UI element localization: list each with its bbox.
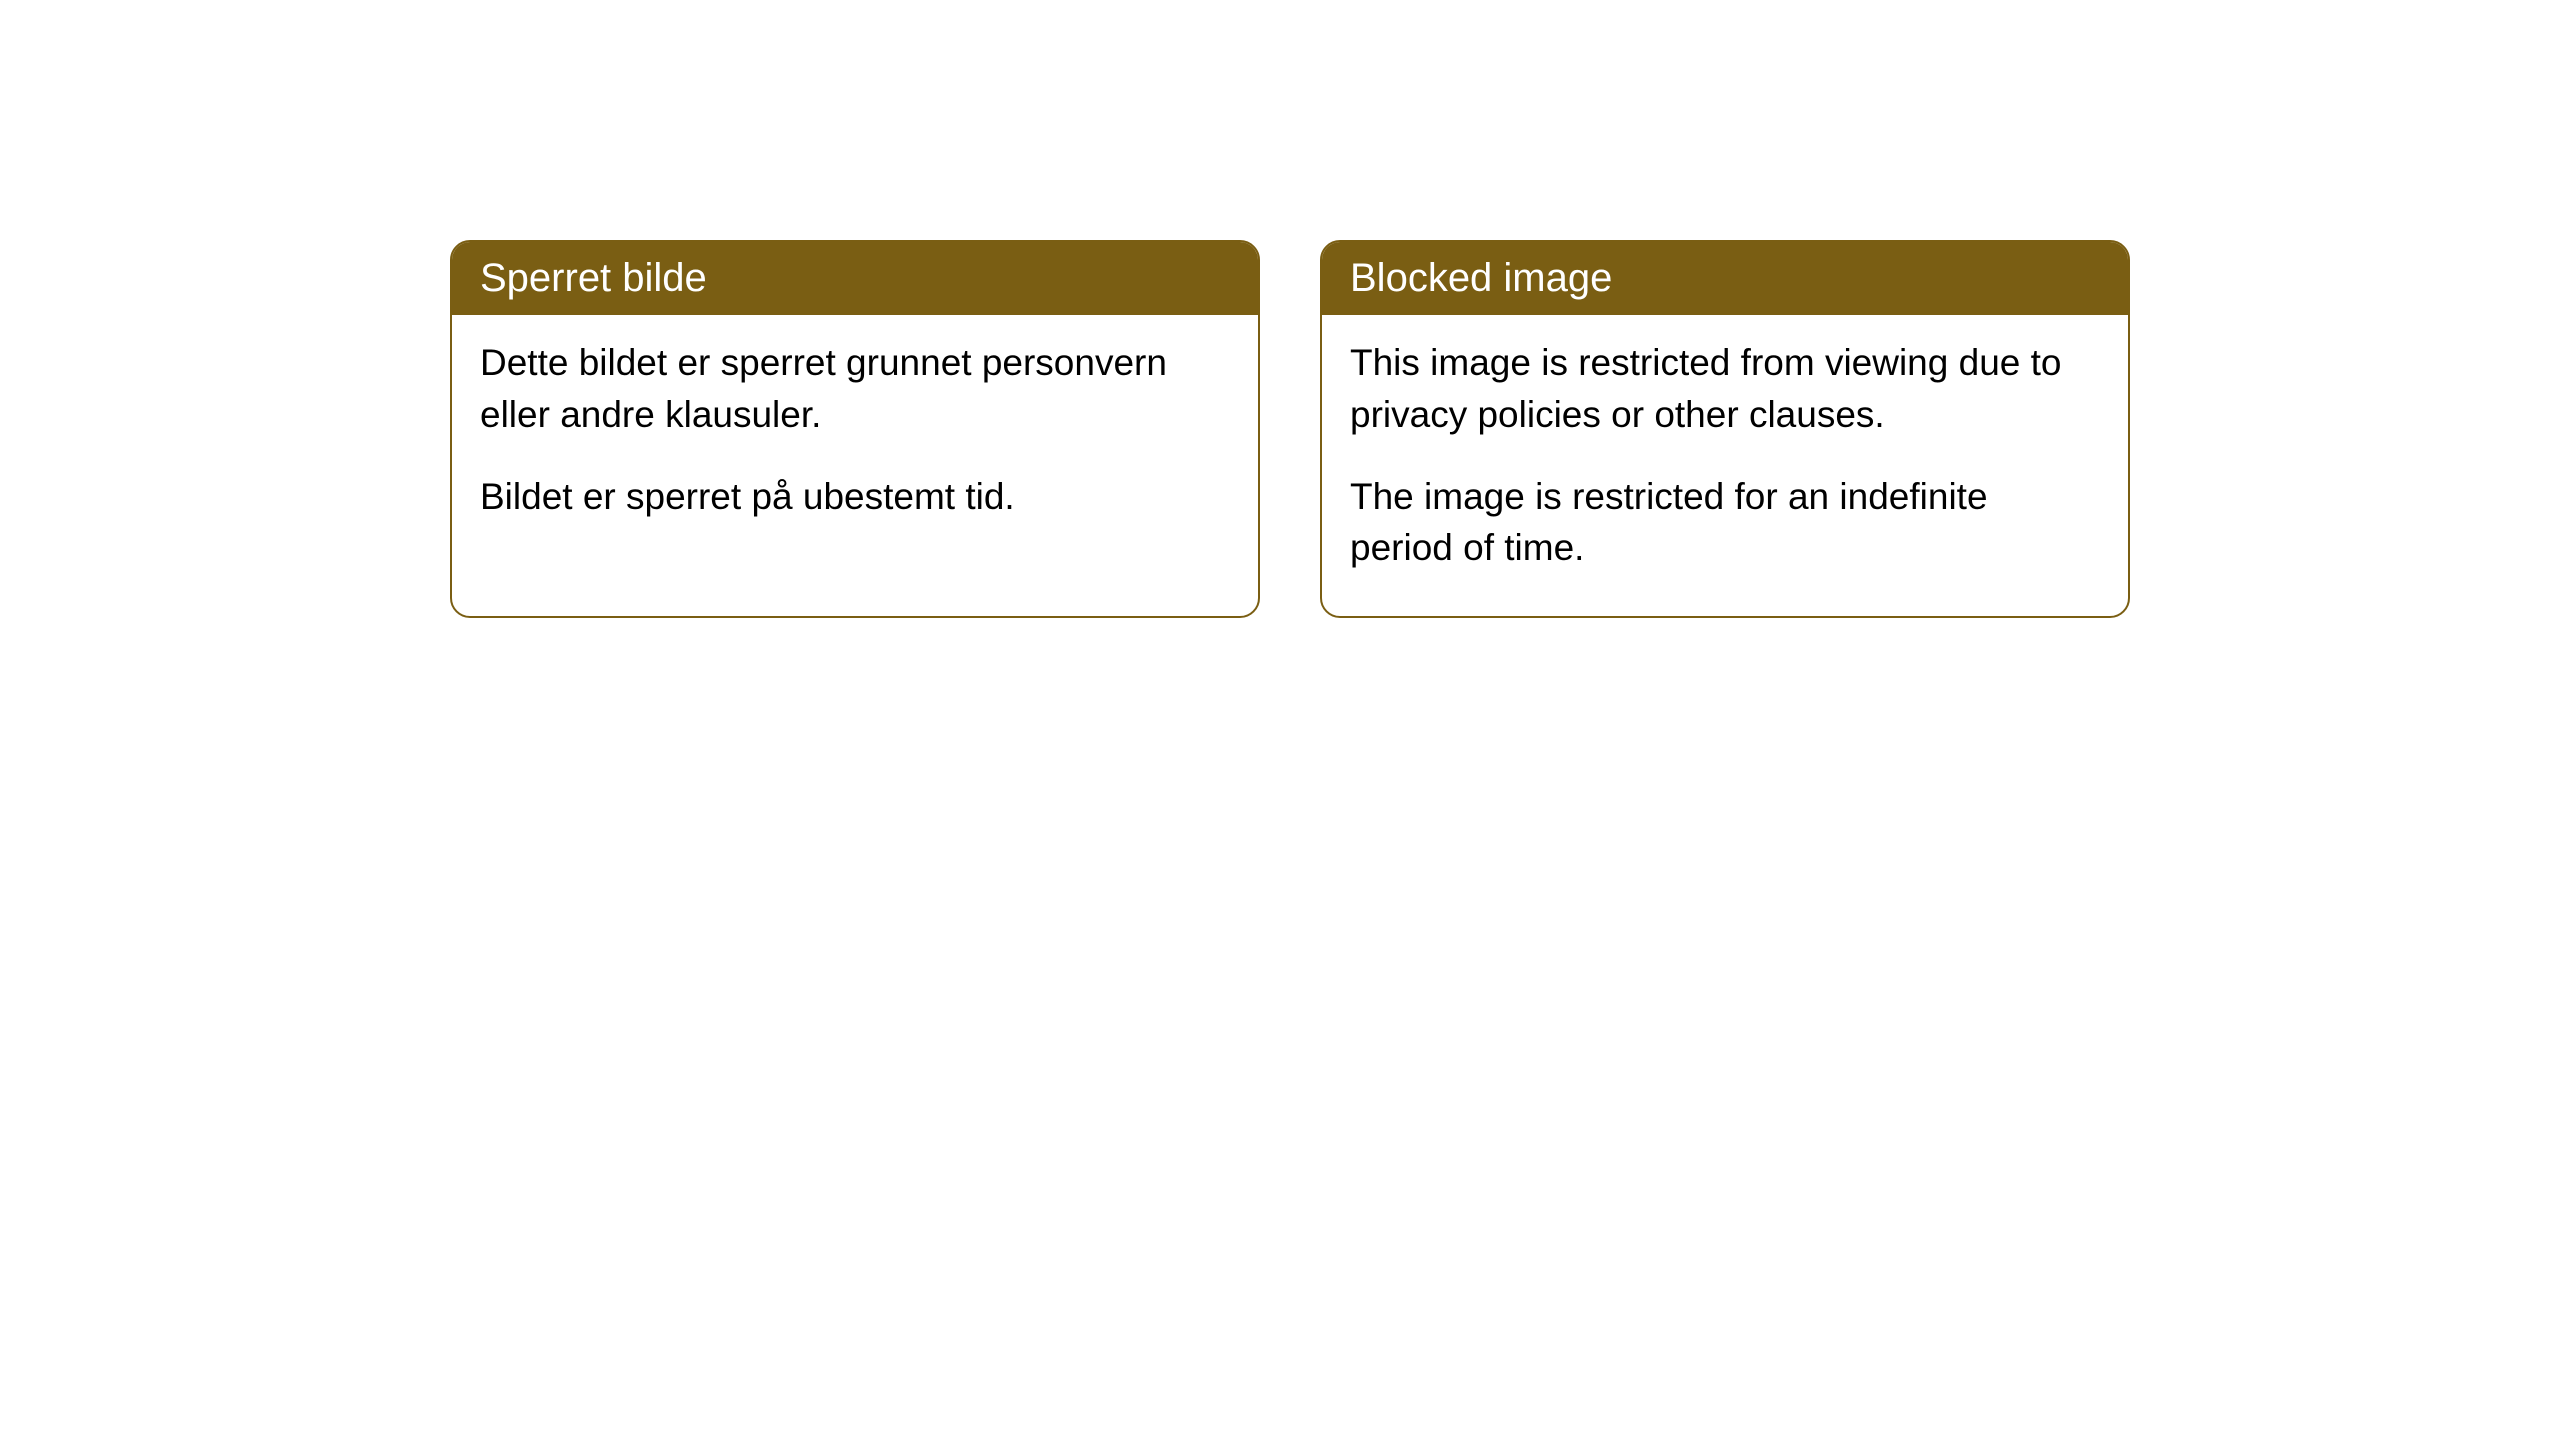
card-norwegian: Sperret bilde Dette bildet er sperret gr…: [450, 240, 1260, 618]
card-text-left-1: Dette bildet er sperret grunnet personve…: [480, 337, 1230, 441]
card-english: Blocked image This image is restricted f…: [1320, 240, 2130, 618]
card-body-right: This image is restricted from viewing du…: [1322, 315, 2128, 616]
card-header-right: Blocked image: [1322, 242, 2128, 315]
card-body-left: Dette bildet er sperret grunnet personve…: [452, 315, 1258, 564]
cards-container: Sperret bilde Dette bildet er sperret gr…: [450, 240, 2130, 618]
card-text-right-1: This image is restricted from viewing du…: [1350, 337, 2100, 441]
card-header-left: Sperret bilde: [452, 242, 1258, 315]
card-text-right-2: The image is restricted for an indefinit…: [1350, 471, 2100, 575]
card-text-left-2: Bildet er sperret på ubestemt tid.: [480, 471, 1230, 523]
